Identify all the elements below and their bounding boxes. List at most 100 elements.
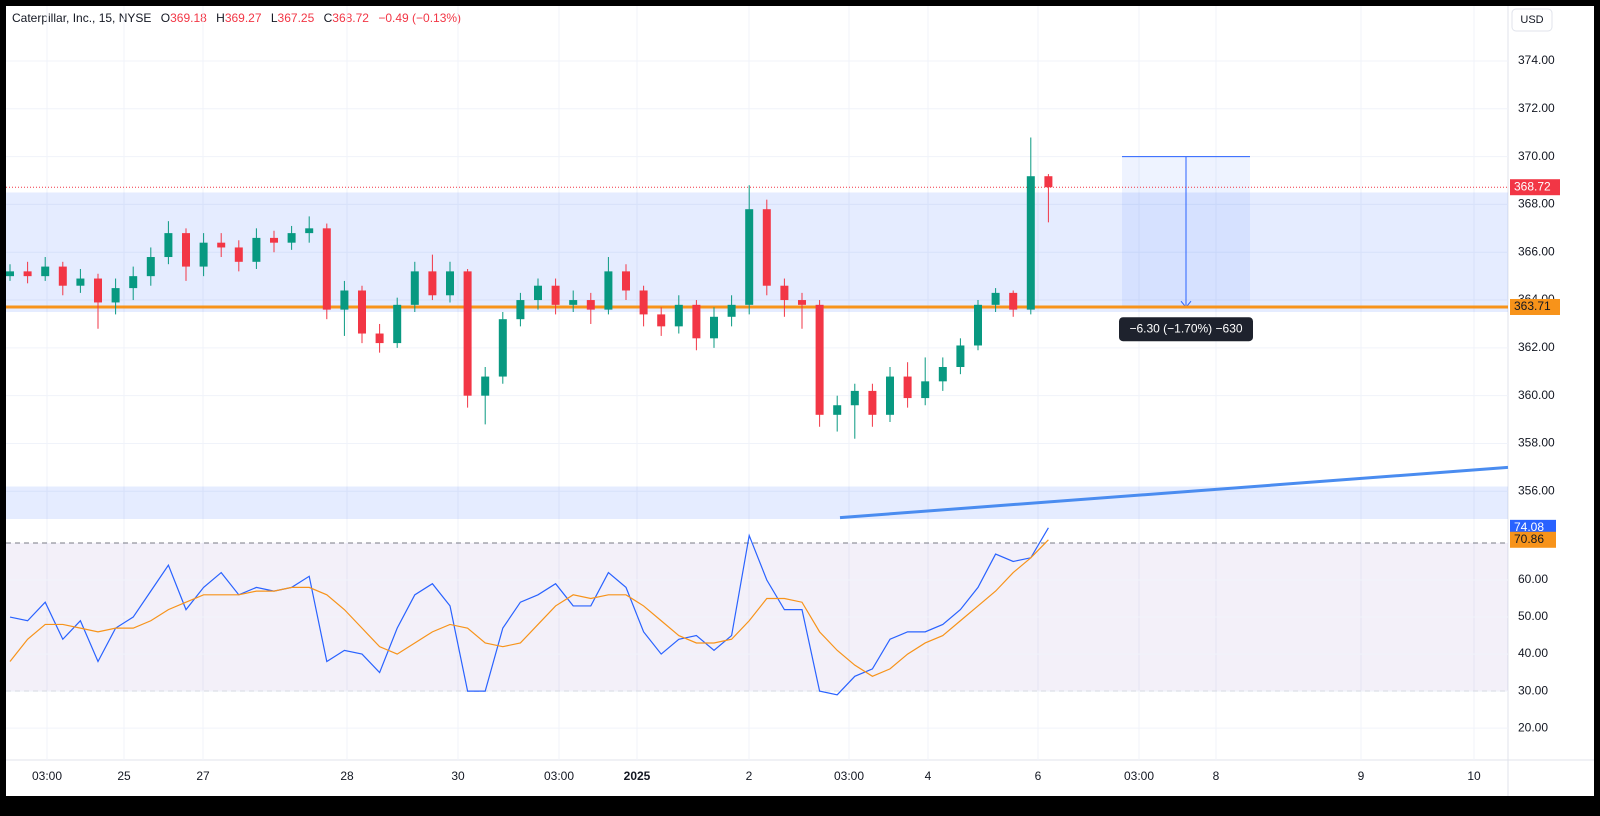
- x-tick-label: 03:00: [32, 769, 62, 783]
- candle-body: [463, 271, 472, 396]
- x-tick-label: 2: [746, 769, 753, 783]
- candle-body: [551, 285, 560, 305]
- candle-body: [252, 237, 261, 262]
- candle-body: [1026, 176, 1035, 310]
- candle-body: [727, 304, 736, 317]
- ohlc-value: 367.25: [278, 11, 315, 25]
- candle-body: [1009, 292, 1018, 310]
- candle-body: [622, 271, 630, 291]
- candle-body: [94, 278, 102, 303]
- candle-body: [762, 209, 771, 286]
- y-tick-label: 60.00: [1518, 572, 1548, 586]
- ohlc-value: 369.18: [170, 11, 207, 25]
- ohlc-label: L: [271, 11, 278, 25]
- candle-body: [58, 266, 67, 286]
- candle-body: [76, 278, 85, 286]
- candle-body: [1044, 176, 1053, 188]
- ohlc-label: C: [324, 11, 333, 25]
- candle-body: [921, 381, 930, 399]
- candle-body: [815, 304, 824, 415]
- candle-body: [956, 345, 965, 367]
- x-tick-label: 30: [451, 769, 465, 783]
- rsi-line: [9, 527, 1049, 696]
- candle-body: [111, 288, 120, 303]
- candle-body: [146, 257, 155, 277]
- x-tick-label: 4: [925, 769, 932, 783]
- candle-body: [393, 304, 402, 344]
- candle-body: [886, 376, 894, 415]
- price-label-box: [1510, 179, 1560, 196]
- x-tick-label: 03:00: [544, 769, 574, 783]
- ohlc-value: 369.27: [225, 11, 262, 25]
- candle-body: [287, 233, 296, 243]
- y-tick-label: 358.00: [1518, 436, 1555, 450]
- price-label: 368.72: [1514, 179, 1551, 193]
- candle-body: [516, 300, 525, 320]
- symbol: Caterpillar, Inc., 15, NYSE: [12, 11, 151, 25]
- candle-body: [498, 319, 507, 377]
- currency-box[interactable]: [1511, 8, 1553, 32]
- y-tick-label: 30.00: [1518, 683, 1548, 697]
- price-label-box: [1510, 298, 1560, 315]
- currency: USD: [1520, 14, 1543, 26]
- y-tick-label: 372.00: [1518, 101, 1555, 115]
- candle-body: [692, 304, 701, 339]
- candle-body: [798, 300, 806, 305]
- x-tick-label: 03:00: [834, 769, 864, 783]
- x-tick-label: 27: [196, 769, 210, 783]
- y-tick-label: 362.00: [1518, 340, 1555, 354]
- candle-body: [182, 233, 190, 267]
- zone: [6, 192, 1508, 313]
- candle-body: [410, 271, 419, 305]
- y-tick-label: 370.00: [1518, 149, 1555, 163]
- candle-body: [129, 276, 138, 289]
- measure-label-box: [1119, 317, 1253, 342]
- candle-body: [340, 290, 349, 310]
- ohlc-label: H: [216, 11, 225, 25]
- y-tick-label: 368.00: [1518, 197, 1555, 211]
- candle-body: [322, 228, 331, 310]
- candle-body: [481, 376, 490, 396]
- candle-body: [375, 333, 384, 344]
- candle-body: [674, 304, 683, 327]
- y-tick-label: 360.00: [1518, 388, 1555, 402]
- x-tick-label: 2025: [624, 769, 651, 783]
- candle-body: [586, 300, 595, 310]
- header: Caterpillar, Inc., 15, NYSE O369.18 H369…: [12, 11, 461, 25]
- value-label: 70.86: [1514, 532, 1544, 546]
- candle-body: [234, 247, 243, 262]
- candle-body: [991, 292, 1000, 305]
- candle-body: [657, 314, 666, 327]
- candle-body: [23, 271, 32, 277]
- ohlc-value: 368.72: [332, 11, 369, 25]
- trendline: [839, 465, 1509, 520]
- price-label: 363.71: [1514, 299, 1551, 313]
- candle-body: [6, 271, 14, 277]
- background: [6, 6, 1594, 796]
- x-tick-label: 25: [117, 769, 131, 783]
- change: −0.49 (−0.13%): [378, 11, 461, 25]
- candle-body: [569, 300, 578, 305]
- candle-body: [639, 290, 648, 315]
- candle-body: [358, 290, 366, 334]
- candle-body: [745, 209, 754, 305]
- y-tick-label: 20.00: [1518, 720, 1548, 734]
- y-tick-label: 40.00: [1518, 646, 1548, 660]
- candle-body: [164, 233, 173, 258]
- y-tick-label: 50.00: [1518, 609, 1548, 623]
- candle-body: [534, 285, 542, 301]
- x-tick-label: 8: [1213, 769, 1220, 783]
- candle-body: [604, 271, 613, 310]
- value-label: 74.08: [1514, 520, 1544, 534]
- value-label-box: [1510, 531, 1556, 548]
- candle-body: [305, 228, 314, 234]
- y-tick-label: 374.00: [1518, 53, 1555, 67]
- x-tick-label: 03:00: [1124, 769, 1154, 783]
- candle-body: [833, 405, 842, 415]
- x-tick-label: 28: [340, 769, 354, 783]
- y-tick-label: 366.00: [1518, 244, 1555, 258]
- candle-body: [428, 271, 437, 296]
- rsi-line: [9, 539, 1049, 677]
- candle-body: [446, 271, 454, 296]
